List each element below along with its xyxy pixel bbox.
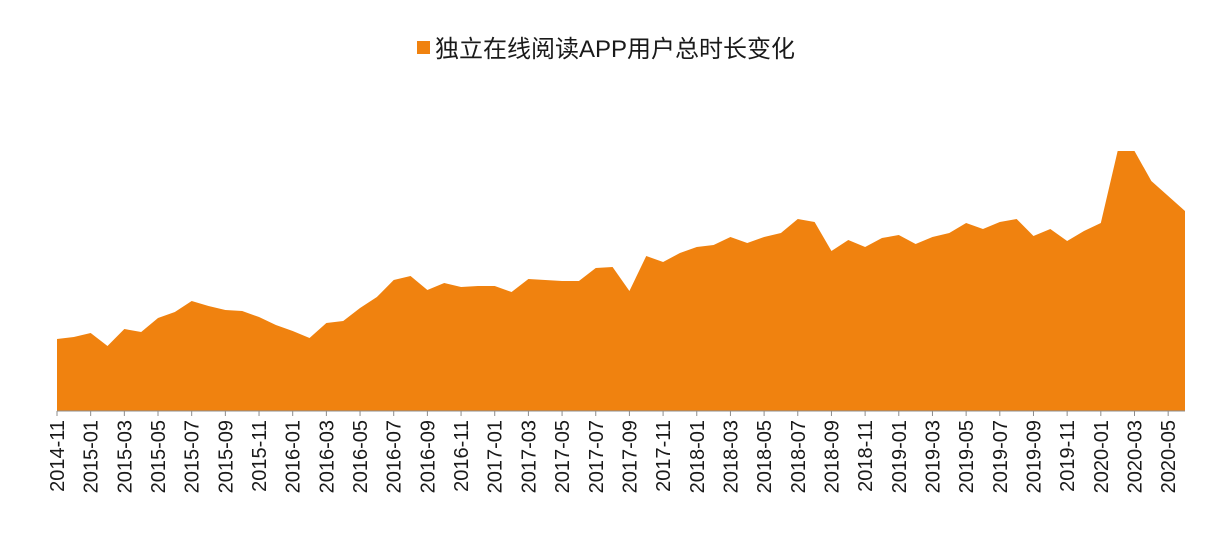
- x-tick-label: 2017-05: [552, 420, 574, 493]
- x-tick-label: 2017-07: [586, 420, 608, 493]
- x-tick-label: 2016-03: [316, 420, 338, 493]
- x-tick-label: 2018-09: [821, 420, 843, 493]
- x-tick-label: 2019-01: [889, 420, 911, 493]
- legend-swatch: [417, 41, 430, 54]
- x-tick-label: 2016-11: [451, 420, 473, 492]
- x-tick-label: 2015-03: [114, 420, 136, 493]
- x-tick-label: 2018-11: [855, 420, 877, 492]
- x-tick-label: 2020-01: [1091, 420, 1113, 493]
- x-tick-label: 2015-11: [249, 420, 271, 492]
- x-tick-label: 2017-01: [485, 420, 507, 493]
- x-tick-label: 2018-03: [720, 420, 742, 493]
- plot-area: [57, 151, 1185, 411]
- x-tick-label: 2017-11: [653, 420, 675, 492]
- x-tick-label: 2016-09: [417, 420, 439, 493]
- x-tick-label: 2014-11: [47, 420, 69, 492]
- x-tick-label: 2019-09: [1023, 420, 1045, 493]
- x-tick-label: 2017-09: [619, 420, 641, 493]
- x-tick-label: 2015-07: [182, 420, 204, 493]
- x-tick-label: 2019-07: [990, 420, 1012, 493]
- x-tick-label: 2020-05: [1158, 420, 1180, 493]
- x-tick-label: 2018-07: [788, 420, 810, 493]
- x-tick-label: 2016-05: [350, 420, 372, 493]
- x-tick-label: 2019-03: [922, 420, 944, 493]
- x-tick-label: 2015-09: [215, 420, 237, 493]
- legend-label: 独立在线阅读APP用户总时长变化: [435, 36, 795, 63]
- x-axis: 2014-11 2015-01 2015-03 2015-05 2015-07 2015-…: [47, 410, 1185, 493]
- x-tick-label: 2016-01: [283, 420, 305, 493]
- x-tick-label: 2019-05: [956, 420, 978, 493]
- x-tick-label: 2016-07: [384, 420, 406, 493]
- x-tick-label: 2020-03: [1124, 420, 1146, 493]
- x-tick-label: 2015-05: [148, 420, 170, 493]
- x-tick-label: 2015-01: [81, 420, 103, 493]
- x-tick-label: 2019-11: [1057, 420, 1079, 492]
- area-series-total-duration: [57, 151, 1185, 411]
- x-tick-label: 2017-03: [518, 420, 540, 493]
- x-tick-label: 2018-01: [687, 420, 709, 493]
- legend: 独立在线阅读APP用户总时长变化: [417, 36, 795, 63]
- x-tick-label: 2018-05: [754, 420, 776, 493]
